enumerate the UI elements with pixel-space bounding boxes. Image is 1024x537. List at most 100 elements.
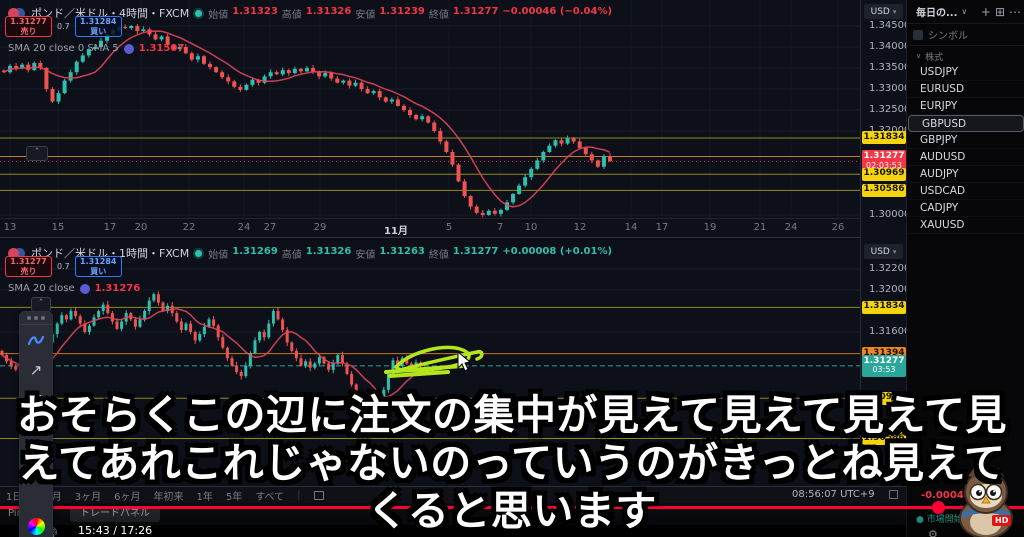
watchlist-symbol-eurjpy[interactable]: EURJPY [907,98,1024,115]
price-tick: 1.32000 [869,284,911,295]
time-label: 29 [313,222,327,233]
range-button-1年[interactable]: 1年 [196,491,213,503]
price-label-yellow: 1.30969 [862,167,906,181]
watchlist-symbol-audjpy[interactable]: AUDJPY [907,166,1024,183]
sma-label: SMA 20 close [8,283,75,294]
time-label: 20 [134,222,148,233]
price-tick: 1.32500 [869,104,911,115]
time-label: 13 [3,222,17,233]
time-label: 11月 [384,226,408,237]
watchlist-tab[interactable]: 毎日の... [916,8,958,19]
video-scrubber[interactable] [932,501,945,514]
ohlc-value: 1.31239 [379,5,425,17]
sell-button[interactable]: 1.31277 売り [5,16,52,37]
buy-button[interactable]: 1.31284 買い [74,16,122,37]
time-label: 10 [524,222,538,233]
price-tick: 1.34500 [869,20,911,31]
time-label: 17 [655,222,669,233]
currency-selector-bottom[interactable]: USD ▾ [864,244,903,259]
change-value: +0.00008 (+0.01%) [502,245,613,257]
symbol-column-header: シンボル [907,24,1024,46]
watchlist-symbol-usdcad[interactable]: USDCAD [907,183,1024,200]
time-axis-4h[interactable]: 13 15 17 20 22 24 27 29 11月 5 7 10 12 14 17 19 21 24 26 [0,218,860,237]
watchlist-symbol-gbpjpy[interactable]: GBPJPY [907,132,1024,149]
price-tick: 1.32000 [869,125,910,136]
ohlc-label: 終値 [428,249,449,261]
ohlc-value: 1.31326 [305,5,352,17]
range-button-すべて[interactable]: すべて [255,491,285,503]
pane-divider[interactable] [0,237,906,240]
toolbar-drag-handle[interactable] [20,312,52,325]
time-label: 19 [703,222,717,233]
color-picker-icon[interactable] [20,511,52,537]
chevron-down-icon[interactable]: ∨ [961,7,968,16]
top-chart-title[interactable]: ポンド／米ドル・4時間・FXCM [31,7,190,20]
watchlist-symbol-usdjpy[interactable]: USDJPY [907,64,1024,81]
go-to-date-icon[interactable] [313,490,324,500]
top-sma-legend[interactable]: SMA 20 close 0 SMA 5 1.31507 [8,43,184,54]
ohlc-value: 1.31326 [305,245,352,257]
rectangle-tool-icon[interactable] [20,385,52,415]
watchlist-symbol-gbpusd[interactable]: GBPUSD [908,115,1024,132]
price-label-teal: 1.31277 03:53 [862,354,906,377]
ohlc-label: 安値 [355,249,376,261]
arrow-tool-icon[interactable]: ↗ [29,361,43,379]
sell-button[interactable]: 1.31277 売り [5,256,52,277]
top-ohlc-values: 始値 1.31323 高値 1.31326 安値 1.31239 終値 1.31277 −0.0… [208,6,612,21]
time-label: 24 [237,222,251,233]
sma-label: SMA 20 close 0 SMA 5 [8,43,119,54]
time-label: 22 [182,222,196,233]
range-button-6ヶ月[interactable]: 6ヶ月 [114,491,141,503]
bottom-ohlc-values: 始値 1.31269 高値 1.31326 安値 1.31263 終値 1.31277 +0.0… [208,246,612,261]
watchlist-symbol-audusd[interactable]: AUDUSD [907,149,1024,166]
brush-tool-icon[interactable] [20,325,52,355]
channel-mascot-owl: HD [948,466,1024,537]
ohlc-label: 始値 [208,249,229,261]
ohlc-value: 1.31323 [232,5,278,17]
currency-selector-top[interactable]: USD ▾ [864,4,903,19]
price-tick: 1.31600 [869,326,911,337]
watchlist-symbol-eurusd[interactable]: EURUSD [907,81,1024,98]
price-tick: 1.32200 [869,263,911,274]
time-label: 27 [263,222,277,233]
buy-button[interactable]: 1.31284 買い [74,256,122,277]
watchlist-group-stocks[interactable]: ∨ 株式 [916,52,944,63]
bottom-chart-title[interactable]: ポンド／米ドル・1時間・FXCM [31,247,190,260]
range-button-3ヶ月[interactable]: 3ヶ月 [74,491,102,503]
watchlist-symbol-cadjpy[interactable]: CADJPY [907,200,1024,217]
price-label-red: 1.31277 02:03:53 [862,150,906,173]
price-tick: 1.33500 [869,62,911,73]
toolbar-divider: | [297,489,301,501]
range-button-1日[interactable]: 1日 [6,491,23,503]
settings-gear-icon[interactable]: ⚙ [928,528,938,537]
timezone-icon[interactable] [889,490,898,499]
add-symbol-icon[interactable]: + [980,4,991,19]
time-label: 21 [753,222,767,233]
price-chart-4h[interactable] [0,0,860,218]
bottom-sma-legend[interactable]: SMA 20 close 1.31276 [8,283,140,294]
range-button-年初来[interactable]: 年初来 [153,491,184,503]
price-axis[interactable]: USD ▾ USD ▾ 1.34500 1.34000 1.33500 1.33000 1.… [860,0,910,486]
watchlist-symbol-xauusd[interactable]: XAUUSD [907,217,1024,234]
time-label: 15 [51,222,65,233]
price-tick: 1.33000 [869,83,911,94]
ohlc-label: 始値 [208,9,229,21]
pane-collapse-button-top[interactable]: ˆ [26,146,48,161]
ohlc-value: 1.31263 [379,245,425,257]
clock[interactable]: 08:56:07 UTC+9 [792,489,875,500]
grid-view-icon[interactable]: ⊞ [994,4,1005,19]
time-label: 24 [784,222,798,233]
price-chart-1h[interactable] [0,240,860,470]
time-label: 14 [624,222,638,233]
more-options-icon[interactable]: ⋯ [1009,4,1021,19]
watchlist-panel: 毎日の... ∨ + ⊞ ⋯ シンボル ∨ 株式 USDJPY EURUSD EUR… [889,0,1024,537]
sma-value: 1.31276 [94,283,141,294]
pane-collapse-button-bottom[interactable]: ˆ [31,297,51,312]
ohlc-label: 高値 [281,9,302,21]
ohlc-value: 1.31277 [452,245,499,257]
drawing-toolbar: ↗ [19,311,53,537]
subtitle-line-1: おそらくこの辺に注文の集中が見えて見えて見えて見 [17,391,1007,439]
video-progress-bar[interactable] [0,506,1024,509]
subtitle-line-2: えてあれこれじゃないのっていうのがきっとね見えて [18,439,1006,487]
range-button-5年[interactable]: 5年 [225,491,243,503]
